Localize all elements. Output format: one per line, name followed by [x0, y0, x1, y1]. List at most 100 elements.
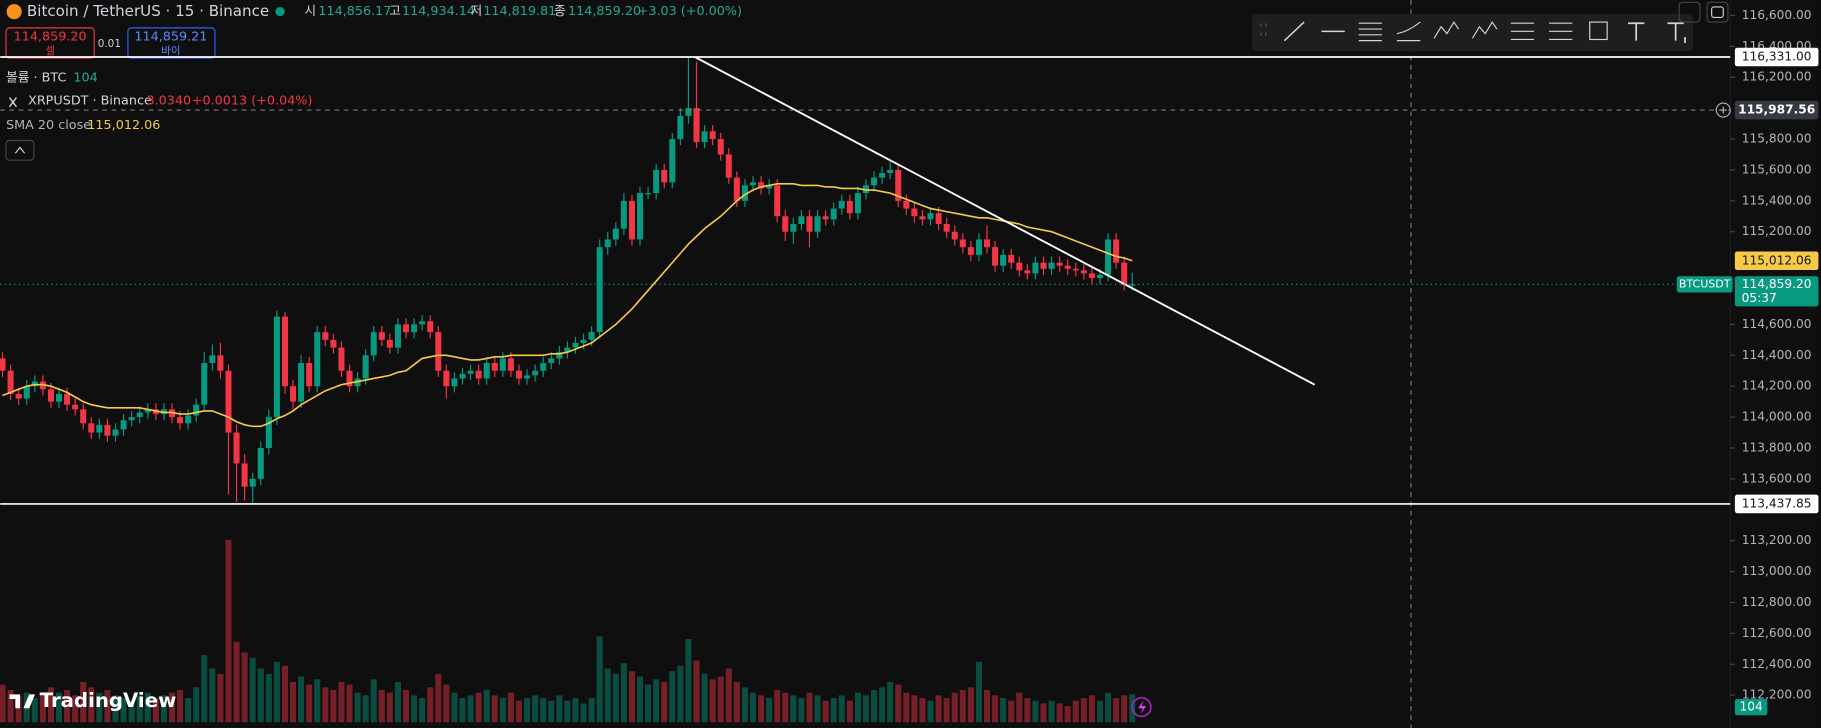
candle-body	[23, 386, 30, 399]
volume-bar	[733, 681, 740, 723]
y-tick-label: 114,600.00	[1742, 317, 1812, 331]
candle-body	[402, 324, 410, 333]
ohlc-key: 종	[554, 4, 566, 19]
volume-bar	[548, 700, 555, 723]
candle-body	[427, 321, 434, 333]
candle-body	[919, 216, 926, 220]
y-tick-label: 113,800.00	[1742, 440, 1812, 454]
volume-bar	[209, 668, 216, 723]
toolbar-button[interactable]	[1706, 1, 1729, 23]
tool-projection[interactable]	[1510, 22, 1535, 41]
symbol-title: Bitcoin / TetherUS · 15 · Binance	[27, 2, 269, 20]
volume-bar	[507, 692, 514, 723]
volume-bar	[854, 692, 861, 723]
sell-price: 114,859.20	[14, 30, 87, 45]
last-price-box	[1734, 276, 1819, 307]
volume-bar	[120, 698, 127, 723]
volume-bar	[0, 684, 6, 723]
candle-body	[661, 169, 668, 183]
candle-body	[112, 429, 119, 436]
volume-bar	[1064, 706, 1071, 723]
volume-bar	[386, 692, 393, 723]
candle-body	[612, 228, 619, 240]
volume-bar	[7, 689, 14, 723]
volume-bar	[499, 698, 506, 723]
tool-elliott[interactable]	[1471, 20, 1498, 39]
volume-bar	[72, 695, 79, 723]
candle-body	[507, 358, 514, 371]
y-tick-label: 113,200.00	[1742, 533, 1812, 547]
tool-pattern[interactable]	[1433, 20, 1460, 39]
tool-text[interactable]	[1628, 22, 1645, 41]
candle-body	[637, 193, 644, 240]
candle-body	[265, 417, 272, 448]
y-tick-label: 115,800.00	[1742, 132, 1812, 146]
volume-bar	[515, 700, 523, 723]
volume-bar	[185, 698, 192, 723]
candle-body	[766, 185, 773, 189]
volume-bar	[419, 698, 426, 723]
volume-bar	[1000, 698, 1007, 723]
candle-body	[741, 185, 748, 201]
volume-bar	[152, 698, 159, 723]
candle-body	[257, 447, 264, 479]
candle-body	[725, 154, 732, 178]
candle-body	[64, 393, 71, 405]
tool-pitchfork[interactable]	[1396, 21, 1421, 42]
volume-bar	[685, 639, 692, 723]
ohlc-value: 114,934.14	[402, 4, 475, 19]
candle-body	[620, 200, 627, 229]
sell-button[interactable]	[5, 27, 95, 59]
candle-body	[717, 139, 724, 155]
candle-body	[193, 404, 200, 416]
volume-bar	[588, 698, 595, 723]
tool-rectangle[interactable]	[1589, 21, 1608, 41]
candle-body	[1080, 270, 1087, 274]
buy-price: 114,859.21	[134, 30, 207, 45]
collapse-button[interactable]	[5, 139, 35, 161]
candle-body	[1000, 254, 1007, 266]
volume-bar	[233, 641, 240, 723]
volume-bar	[709, 679, 716, 723]
candle-body	[838, 200, 845, 209]
volume-bar	[782, 692, 789, 723]
candle-body	[790, 223, 797, 232]
candle-body	[475, 370, 482, 379]
volume-bar	[15, 695, 22, 723]
candle-body	[709, 131, 716, 140]
candle-body	[524, 375, 531, 379]
volume-bar	[540, 698, 547, 723]
change: +3.03 (+0.00%)	[638, 4, 742, 19]
tool-fib[interactable]	[1358, 22, 1382, 42]
volume-bar	[1040, 703, 1047, 723]
volume-legend-value: 104	[73, 70, 97, 85]
y-tick-label: 112,400.00	[1742, 657, 1812, 671]
candle-body	[1024, 270, 1031, 274]
volume-bar	[975, 661, 982, 723]
buy-button[interactable]	[127, 27, 216, 59]
alert-icon[interactable]	[1131, 696, 1152, 718]
candle-body	[273, 316, 280, 418]
y-tick-label: 114,200.00	[1742, 379, 1812, 393]
tool-trendline[interactable]	[1283, 21, 1305, 42]
compare-value: 3.0340	[147, 94, 192, 109]
price-label: 116,331.00	[1742, 50, 1812, 64]
candle-body	[249, 478, 256, 487]
candle-body	[758, 182, 765, 189]
price-label-box	[1734, 494, 1819, 514]
candle-body	[298, 363, 305, 402]
sma-line	[2, 183, 1133, 428]
crosshair-label-box	[1734, 100, 1819, 120]
toolbar-button[interactable]	[1678, 1, 1701, 23]
candle-body	[943, 223, 950, 232]
candle-body	[144, 409, 151, 413]
candle-body	[798, 216, 805, 224]
volume-bar	[31, 698, 38, 723]
volume-bar	[790, 695, 797, 723]
tool-text-note[interactable]	[1667, 22, 1686, 43]
volume-bar	[1121, 695, 1128, 723]
volume-legend: 볼륨 · BTC	[6, 70, 66, 85]
volume-bar	[443, 684, 450, 723]
candle-body	[306, 363, 313, 387]
tool-ruler[interactable]	[1549, 22, 1573, 41]
